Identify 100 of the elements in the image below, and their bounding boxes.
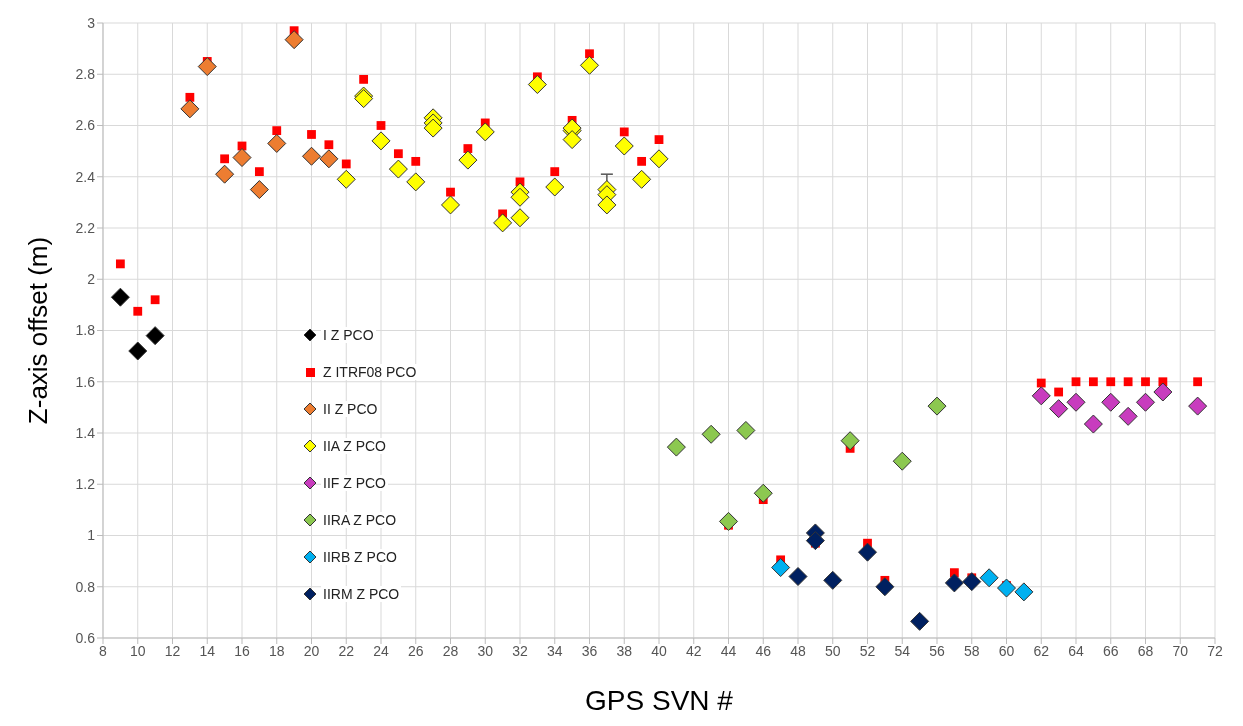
point	[619, 127, 629, 137]
point	[302, 146, 321, 166]
y-tick-label: 1.8	[75, 322, 96, 339]
y-tick-label: 2.4	[75, 168, 96, 185]
point	[997, 578, 1016, 598]
y-tick-label: 0.6	[75, 629, 96, 646]
point	[220, 154, 230, 164]
point	[1188, 396, 1208, 416]
point	[180, 99, 200, 119]
y-tick-label: 2.8	[75, 66, 96, 83]
y-tick-label: 1	[87, 527, 96, 544]
point	[719, 511, 738, 531]
x-axis-title: GPS SVN #	[585, 685, 734, 716]
point	[753, 483, 773, 503]
x-tick-label: 64	[1068, 642, 1084, 659]
x-tick-label: 58	[963, 642, 980, 659]
x-tick-label: 72	[1207, 642, 1223, 659]
point	[475, 122, 495, 142]
x-tick-label: 46	[755, 642, 772, 659]
point	[1054, 387, 1064, 397]
y-tick-label: 3	[87, 14, 96, 31]
x-tick-label: 68	[1137, 642, 1154, 659]
point	[1031, 386, 1051, 406]
point	[272, 126, 282, 136]
x-tick-label: 62	[1033, 642, 1050, 659]
point	[823, 570, 843, 590]
y-tick-label: 1.4	[75, 424, 96, 441]
point	[550, 167, 560, 177]
legend-label: IIRA Z PCO	[321, 511, 399, 528]
x-tick-label: 60	[998, 642, 1015, 659]
point	[1036, 378, 1046, 388]
point	[145, 326, 165, 346]
y-tick-label: 1.6	[75, 373, 96, 390]
point	[805, 531, 825, 551]
x-tick-label: 40	[651, 642, 667, 659]
point	[666, 437, 686, 457]
point	[736, 420, 756, 440]
point	[614, 136, 634, 156]
legend-label: IIF Z PCO	[321, 474, 388, 491]
x-tick-label: 10	[129, 642, 146, 659]
point	[267, 133, 287, 153]
point	[840, 431, 860, 451]
point	[637, 156, 647, 166]
x-tick-label: 16	[234, 642, 250, 659]
point	[197, 57, 217, 77]
point	[388, 159, 408, 179]
x-tick-label: 36	[581, 642, 598, 659]
point	[463, 144, 473, 153]
legend-label: IIRB Z PCO	[321, 548, 399, 565]
x-tick-label: 26	[407, 642, 424, 659]
x-tick-label: 30	[477, 642, 494, 659]
point	[458, 150, 478, 170]
point	[580, 55, 599, 75]
x-tick-label: 42	[685, 642, 702, 659]
x-tick-label: 18	[268, 642, 285, 659]
point	[1123, 377, 1133, 387]
point	[1106, 377, 1116, 387]
x-tick-label: 66	[1102, 642, 1119, 659]
point	[545, 177, 565, 197]
point	[423, 118, 443, 138]
point	[1088, 377, 1098, 387]
point	[254, 167, 264, 177]
point	[150, 295, 160, 305]
x-tick-label: 52	[859, 642, 876, 659]
y-tick-label: 2.6	[75, 117, 96, 134]
point	[376, 121, 386, 130]
point	[527, 75, 547, 94]
point	[1118, 406, 1138, 426]
point	[910, 611, 930, 631]
point	[232, 148, 252, 168]
x-tick-label: 50	[824, 642, 841, 659]
point	[654, 135, 664, 144]
point	[1153, 382, 1173, 402]
point	[215, 164, 235, 184]
point	[701, 424, 721, 444]
point	[858, 542, 877, 562]
point	[510, 208, 530, 228]
point	[1083, 414, 1103, 434]
point	[649, 149, 669, 169]
legend-label: Z ITRF08 PCO	[321, 363, 419, 380]
legend-label: I Z PCO	[321, 326, 376, 343]
point	[128, 341, 148, 361]
x-tick-label: 32	[512, 642, 528, 659]
x-tick-label: 8	[99, 642, 108, 659]
point	[1193, 377, 1203, 387]
point	[359, 74, 369, 84]
point	[962, 572, 982, 592]
point	[493, 213, 513, 233]
point	[307, 130, 316, 139]
point	[788, 567, 808, 586]
point	[562, 130, 582, 150]
x-tick-label: 14	[199, 642, 216, 659]
point	[892, 451, 912, 471]
point	[110, 287, 130, 307]
x-tick-label: 20	[303, 642, 320, 659]
y-tick-label: 2.2	[75, 219, 96, 236]
point	[632, 169, 652, 189]
y-tick-label: 0.8	[75, 578, 96, 595]
point	[446, 187, 455, 197]
x-tick-label: 28	[442, 642, 459, 659]
